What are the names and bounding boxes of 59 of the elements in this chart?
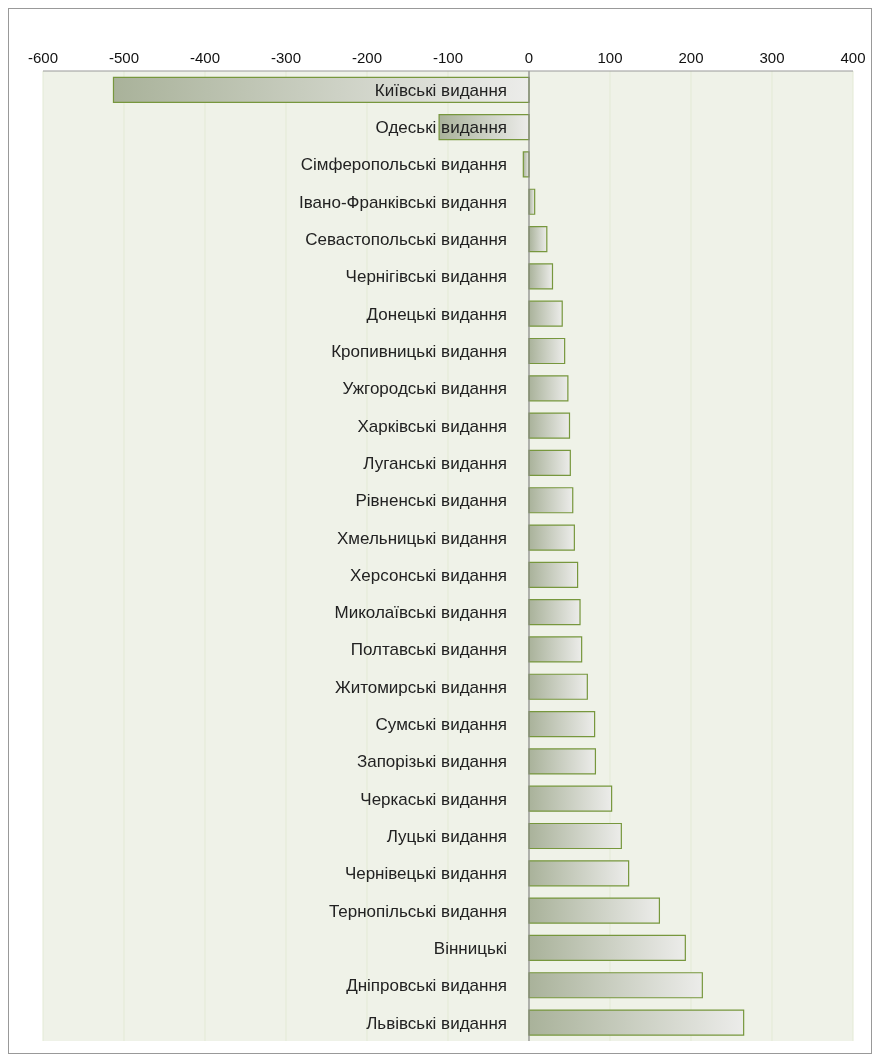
bar <box>528 636 583 663</box>
y-tick-label: Ужгородські видання <box>342 379 507 399</box>
bar <box>112 76 530 103</box>
y-tick-label: Донецькі видання <box>366 304 507 324</box>
y-tick-label: Чернігівські видання <box>345 267 507 287</box>
bar <box>528 897 661 924</box>
bar <box>528 561 579 588</box>
y-tick-label: Житомирські видання <box>334 677 507 697</box>
y-tick-label: Хмельницькі видання <box>337 528 507 548</box>
y-tick-label: Івано-Франківські видання <box>299 192 507 212</box>
y-tick-label: Сімферопольські видання <box>300 155 507 175</box>
y-tick-label: Львівські видання <box>366 1013 507 1033</box>
bar <box>528 1009 745 1036</box>
y-tick-label: Дніпровські видання <box>346 976 507 996</box>
y-tick-label: Київські видання <box>374 80 507 100</box>
x-tick-label: -500 <box>108 49 140 66</box>
y-tick-label: Луганські видання <box>363 453 507 473</box>
y-tick-label: Харківські видання <box>357 416 507 436</box>
y-tick-label: Черкаські видання <box>360 789 507 809</box>
bar <box>528 860 630 887</box>
x-tick-label: 0 <box>524 49 534 66</box>
y-tick-label: Полтавські видання <box>350 640 507 660</box>
x-tick-label: -300 <box>270 49 302 66</box>
y-tick-label: Сумські видання <box>375 715 507 735</box>
bar <box>528 673 588 700</box>
x-tick-label: -600 <box>27 49 59 66</box>
y-tick-label: Кропивницькі видання <box>331 342 507 361</box>
x-tick-label: -400 <box>189 49 221 66</box>
y-tick-label: Тернопільські видання <box>328 901 507 921</box>
y-tick-label: Рівненські видання <box>355 491 507 511</box>
y-tick-label: Луцькі видання <box>386 827 507 846</box>
bar <box>528 337 566 365</box>
x-tick-label: 400 <box>840 49 866 66</box>
x-tick-label: 300 <box>759 49 785 66</box>
bar <box>528 487 574 514</box>
bar <box>528 934 686 962</box>
x-tick-label: -100 <box>432 49 464 66</box>
bar <box>528 972 703 999</box>
bar <box>528 412 571 439</box>
x-tick-label: 100 <box>597 49 623 66</box>
y-tick-label: Вінницькі <box>433 938 507 958</box>
bar <box>528 375 569 402</box>
y-tick-label: Херсонські видання <box>350 565 507 585</box>
x-tick-label: 200 <box>678 49 704 66</box>
bar <box>528 710 596 738</box>
y-tick-label: Запорізькі видання <box>356 752 507 772</box>
y-tick-label: Миколаївські видання <box>334 603 507 623</box>
bar <box>528 449 571 477</box>
bar <box>528 748 597 775</box>
y-tick-label: Севастопольські видання <box>305 230 507 250</box>
y-tick-label: Чернівецькі видання <box>344 864 507 884</box>
bar <box>528 822 622 850</box>
bar <box>528 300 563 327</box>
bar <box>528 263 554 290</box>
bar <box>528 785 613 812</box>
y-tick-label: Одеські видання <box>375 118 507 138</box>
x-tick-label: -200 <box>351 49 383 66</box>
bar <box>528 524 575 551</box>
bar <box>528 599 581 626</box>
